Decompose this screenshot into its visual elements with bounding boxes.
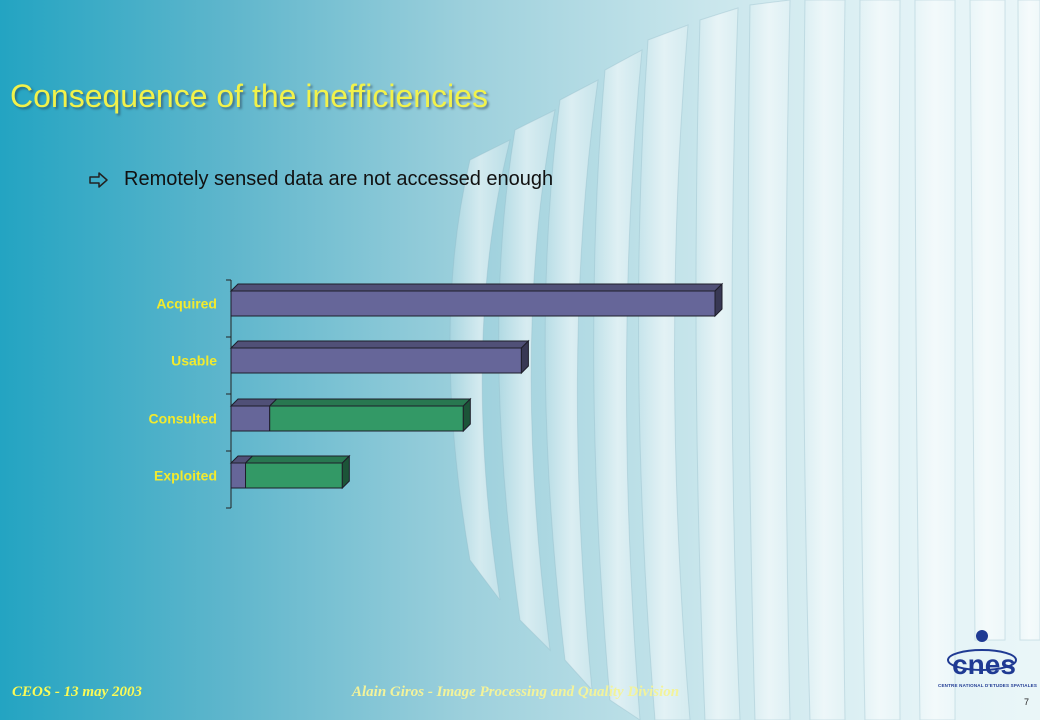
bar-segment (230, 462, 247, 489)
bar-side-face (462, 397, 471, 433)
bar-side-face (341, 454, 350, 490)
bar-segment (230, 347, 522, 374)
bar-top-face (229, 340, 530, 349)
bar-side-face (714, 282, 723, 318)
category-label: Acquired (156, 296, 217, 312)
category-label: Usable (171, 353, 217, 369)
footer-left: CEOS - 13 may 2003 (12, 684, 143, 700)
category-label: Exploited (154, 468, 217, 484)
globe-stripe-group (449, 0, 1040, 720)
logo-caption: CENTRE NATIONAL D'ETUDES SPATIALES (938, 683, 1038, 688)
bar-segment (245, 462, 343, 489)
footer-center: Alain Giros - Image Processing and Quali… (352, 684, 680, 700)
bar-side-face (520, 339, 529, 375)
bullet-text: Remotely sensed data are not accessed en… (124, 168, 554, 190)
bar-top-face (229, 283, 724, 292)
bullet-point: Remotely sensed data are not accessed en… (88, 168, 553, 191)
bar-segment (269, 405, 464, 432)
bar-segment (230, 405, 271, 432)
bar-segment (230, 290, 716, 317)
category-label: Consulted (149, 411, 217, 427)
right-arrow-outline-icon (89, 171, 108, 188)
logo-text: cnes (952, 649, 1016, 680)
page-title: Consequence of the inefficiencies (10, 78, 488, 114)
page-number: 7 (1024, 697, 1030, 707)
bar-top-face (229, 398, 278, 407)
bar-top-face (244, 455, 351, 464)
cnes-logo: cnes (947, 630, 1017, 680)
bar-top-face (268, 398, 472, 407)
